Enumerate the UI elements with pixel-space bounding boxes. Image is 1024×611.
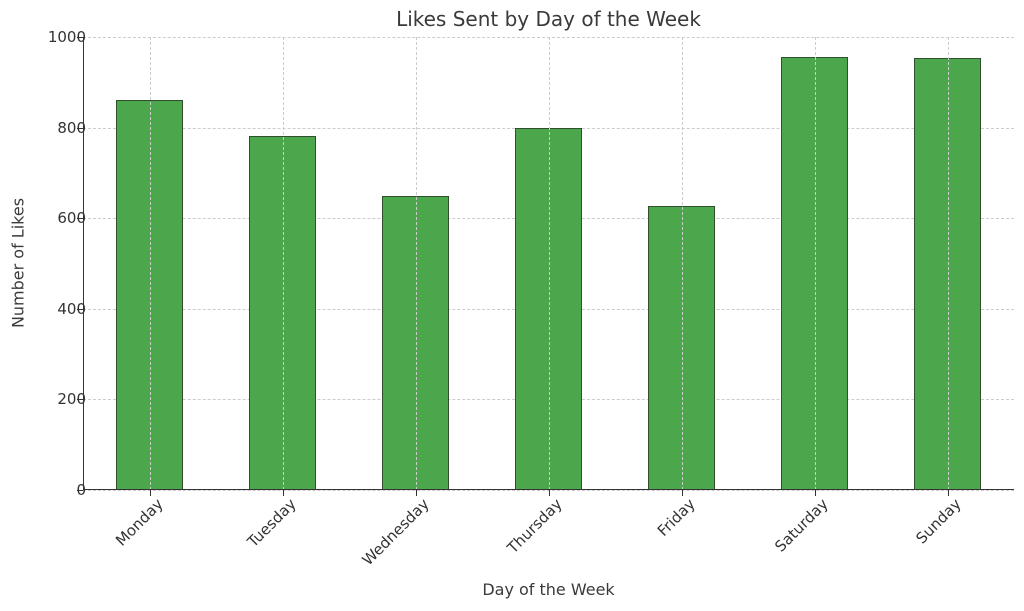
- x-tick: [282, 490, 284, 496]
- plot-area: [77, 37, 1014, 496]
- y-tick-label: 200: [57, 390, 86, 409]
- x-tick: [415, 490, 417, 496]
- chart-title: Likes Sent by Day of the Week: [396, 7, 701, 31]
- y-tick: [77, 308, 83, 310]
- y-tick-label: 800: [57, 118, 86, 137]
- x-tick: [149, 490, 151, 496]
- y-tick-label: 0: [76, 481, 86, 499]
- gridline-vertical: [681, 37, 683, 490]
- x-tick: [947, 490, 949, 496]
- y-tick: [77, 37, 83, 38]
- y-axis-label: Number of Likes: [8, 197, 28, 329]
- gridline-vertical: [282, 37, 284, 490]
- x-tick: [681, 490, 683, 496]
- x-tick-label-friday: Friday: [653, 495, 699, 540]
- y-tick: [77, 218, 83, 220]
- x-tick-label-thursday: Thursday: [503, 495, 566, 558]
- y-tick-label: 600: [57, 209, 86, 228]
- x-tick: [814, 490, 816, 496]
- gridline-vertical: [814, 37, 816, 490]
- x-tick-label-saturday: Saturday: [770, 495, 832, 556]
- x-tick-label-tuesday: Tuesday: [243, 495, 300, 551]
- x-tick-label-monday: Monday: [111, 495, 167, 550]
- gridline-vertical: [947, 37, 949, 490]
- x-tick-label-sunday: Sunday: [911, 495, 965, 548]
- y-tick-label: 400: [57, 299, 86, 318]
- y-tick: [77, 399, 83, 401]
- x-tick-label-wednesday: Wednesday: [358, 495, 433, 570]
- y-axis: [83, 37, 84, 490]
- x-axis-label: Day of the Week: [482, 580, 615, 599]
- y-tick: [77, 490, 83, 491]
- y-tick: [77, 127, 83, 129]
- gridline-vertical: [149, 37, 151, 490]
- x-tick: [548, 490, 550, 496]
- y-tick-label: 1000: [47, 28, 86, 46]
- x-axis: [83, 489, 1014, 490]
- gridline-vertical: [548, 37, 550, 490]
- gridline-vertical: [415, 37, 417, 490]
